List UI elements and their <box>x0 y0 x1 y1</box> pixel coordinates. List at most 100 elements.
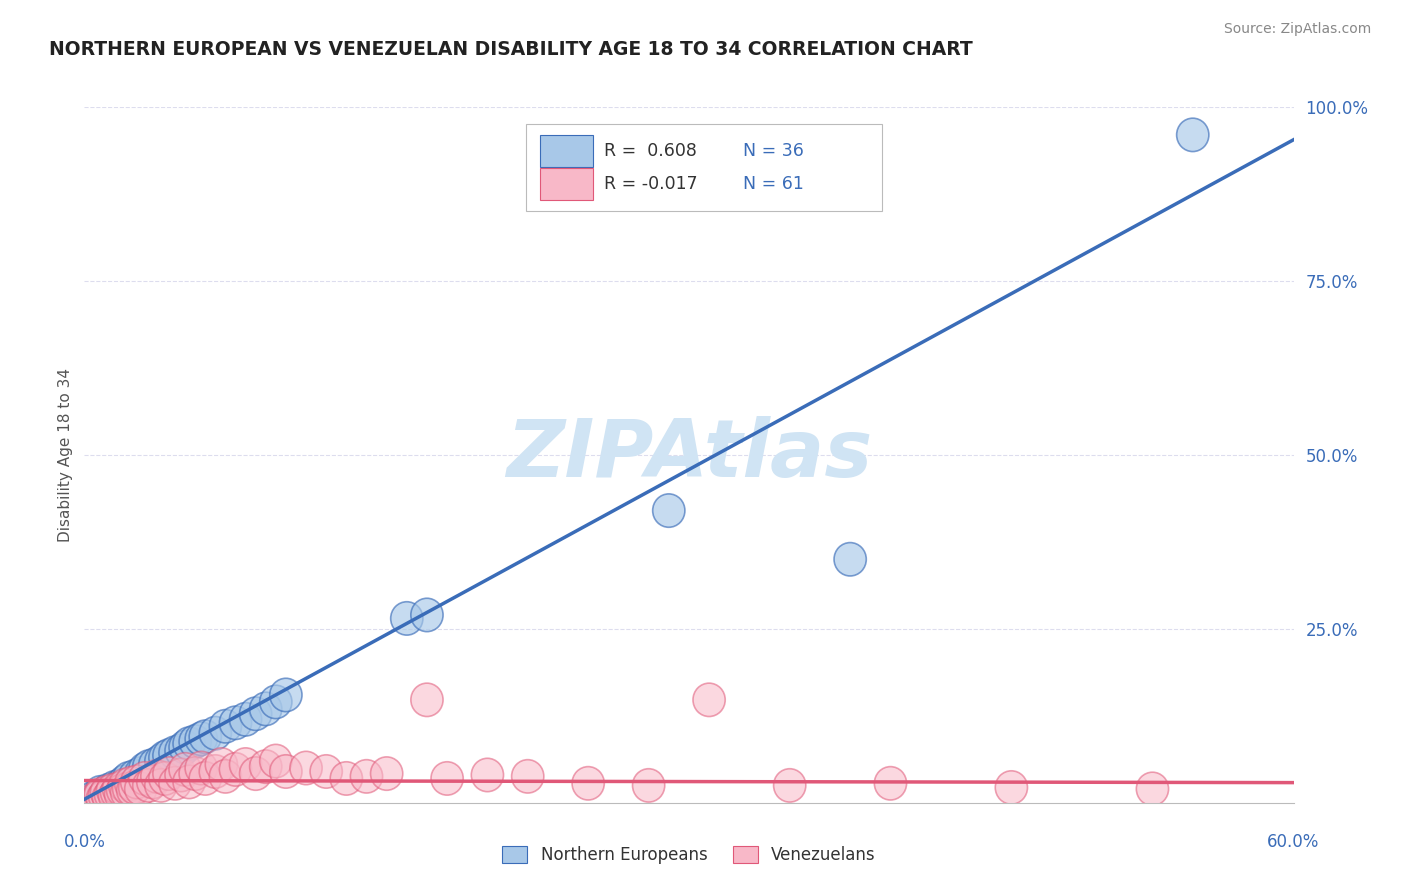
Ellipse shape <box>115 766 146 800</box>
Text: ZIPAtlas: ZIPAtlas <box>506 416 872 494</box>
Ellipse shape <box>239 697 271 731</box>
Ellipse shape <box>103 772 135 805</box>
Ellipse shape <box>250 750 281 783</box>
Ellipse shape <box>693 683 725 716</box>
Ellipse shape <box>371 757 402 790</box>
Ellipse shape <box>153 739 186 772</box>
Ellipse shape <box>633 769 665 802</box>
Ellipse shape <box>391 602 423 635</box>
Ellipse shape <box>200 716 232 750</box>
Ellipse shape <box>104 778 136 811</box>
Ellipse shape <box>411 599 443 632</box>
Ellipse shape <box>121 765 153 798</box>
Ellipse shape <box>169 753 201 786</box>
Ellipse shape <box>89 779 121 813</box>
Ellipse shape <box>107 773 139 807</box>
Ellipse shape <box>98 779 131 813</box>
Ellipse shape <box>79 780 111 814</box>
Ellipse shape <box>290 751 322 785</box>
Ellipse shape <box>250 692 281 725</box>
Ellipse shape <box>159 766 191 800</box>
Ellipse shape <box>219 753 252 786</box>
Ellipse shape <box>875 766 907 800</box>
Ellipse shape <box>84 778 117 811</box>
Ellipse shape <box>179 725 211 758</box>
Ellipse shape <box>89 778 121 811</box>
Ellipse shape <box>141 760 173 793</box>
Ellipse shape <box>118 771 150 805</box>
Ellipse shape <box>834 542 866 576</box>
Legend: Northern Europeans, Venezuelans: Northern Europeans, Venezuelans <box>496 839 882 871</box>
Ellipse shape <box>190 720 221 754</box>
FancyBboxPatch shape <box>540 135 593 167</box>
Ellipse shape <box>100 776 132 809</box>
Ellipse shape <box>84 776 117 809</box>
Ellipse shape <box>179 757 211 790</box>
Ellipse shape <box>229 747 262 781</box>
FancyBboxPatch shape <box>540 168 593 200</box>
Ellipse shape <box>190 762 221 795</box>
Ellipse shape <box>111 776 143 809</box>
Ellipse shape <box>112 772 145 805</box>
Ellipse shape <box>1177 118 1209 152</box>
Ellipse shape <box>219 706 252 739</box>
Ellipse shape <box>132 769 165 802</box>
Ellipse shape <box>149 741 181 774</box>
Ellipse shape <box>98 771 131 805</box>
Text: N = 36: N = 36 <box>744 142 804 160</box>
Ellipse shape <box>773 769 806 802</box>
Ellipse shape <box>173 727 205 760</box>
Ellipse shape <box>652 494 685 527</box>
Ellipse shape <box>125 772 157 805</box>
Ellipse shape <box>94 778 127 811</box>
Ellipse shape <box>90 776 122 809</box>
Y-axis label: Disability Age 18 to 34: Disability Age 18 to 34 <box>58 368 73 542</box>
Ellipse shape <box>270 678 302 712</box>
Ellipse shape <box>149 762 181 795</box>
Ellipse shape <box>260 685 292 719</box>
Ellipse shape <box>145 744 177 778</box>
Ellipse shape <box>330 762 363 795</box>
Ellipse shape <box>169 731 201 764</box>
Ellipse shape <box>97 773 129 807</box>
Text: Source: ZipAtlas.com: Source: ZipAtlas.com <box>1223 22 1371 37</box>
Ellipse shape <box>200 755 232 789</box>
Ellipse shape <box>311 755 342 789</box>
Ellipse shape <box>129 762 160 795</box>
Ellipse shape <box>136 765 169 798</box>
Ellipse shape <box>209 709 242 743</box>
Ellipse shape <box>132 750 165 783</box>
Ellipse shape <box>432 762 463 795</box>
Ellipse shape <box>83 780 115 814</box>
Ellipse shape <box>104 769 136 802</box>
Ellipse shape <box>512 760 544 793</box>
Ellipse shape <box>270 755 302 789</box>
Ellipse shape <box>79 782 111 816</box>
Text: R = -0.017: R = -0.017 <box>605 175 697 193</box>
Ellipse shape <box>129 753 160 786</box>
Ellipse shape <box>165 734 197 767</box>
Ellipse shape <box>159 736 191 770</box>
Text: R =  0.608: R = 0.608 <box>605 142 697 160</box>
Text: NORTHERN EUROPEAN VS VENEZUELAN DISABILITY AGE 18 TO 34 CORRELATION CHART: NORTHERN EUROPEAN VS VENEZUELAN DISABILI… <box>49 40 973 59</box>
FancyBboxPatch shape <box>526 124 883 211</box>
Ellipse shape <box>572 766 605 800</box>
Ellipse shape <box>118 760 150 793</box>
Ellipse shape <box>1136 772 1168 805</box>
Ellipse shape <box>209 760 242 793</box>
Ellipse shape <box>229 703 262 736</box>
Ellipse shape <box>139 747 172 781</box>
Text: 60.0%: 60.0% <box>1267 833 1320 851</box>
Ellipse shape <box>260 744 292 778</box>
Ellipse shape <box>350 760 382 793</box>
Ellipse shape <box>93 773 125 807</box>
Ellipse shape <box>145 769 177 802</box>
Ellipse shape <box>153 757 186 790</box>
Ellipse shape <box>112 762 145 795</box>
Ellipse shape <box>108 765 141 798</box>
Text: 0.0%: 0.0% <box>63 833 105 851</box>
Ellipse shape <box>93 780 125 814</box>
Ellipse shape <box>205 747 238 781</box>
Ellipse shape <box>86 782 118 815</box>
Ellipse shape <box>173 765 205 798</box>
